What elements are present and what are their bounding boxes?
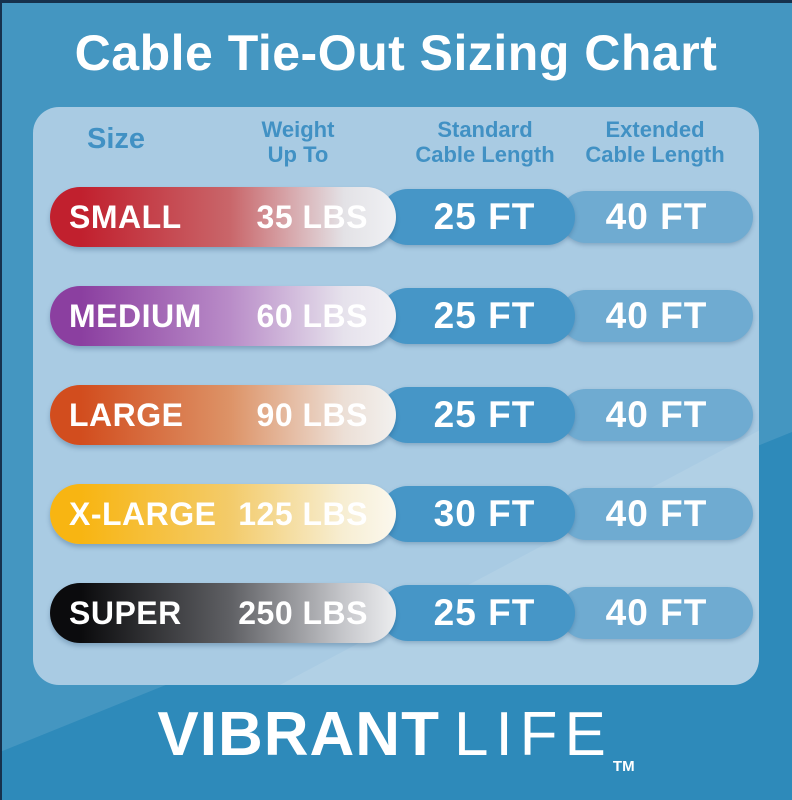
brand-word-vibrant: VIBRANT: [157, 700, 440, 769]
size-label: MEDIUM: [69, 297, 202, 334]
table-row-x-large: 40 FT 30 FT X-LARGE 125 LBS: [0, 484, 792, 544]
table-row-super: 40 FT 25 FT SUPER 250 LBS: [0, 583, 792, 643]
extended-length-pill: 40 FT: [560, 488, 753, 540]
size-label: SMALL: [69, 198, 182, 235]
weight-value: 35 LBS: [256, 198, 368, 235]
column-header-standard-line2: Cable Length: [415, 142, 555, 167]
size-label: LARGE: [69, 396, 184, 433]
table-row-large: 40 FT 25 FT LARGE 90 LBS: [0, 385, 792, 445]
extended-length-pill: 40 FT: [560, 389, 753, 441]
weight-value: 250 LBS: [238, 594, 368, 631]
size-weight-pill: SMALL 35 LBS: [50, 187, 396, 247]
standard-length-pill: 25 FT: [380, 288, 575, 344]
table-row-medium: 40 FT 25 FT MEDIUM 60 LBS: [0, 286, 792, 346]
standard-length-pill: 25 FT: [380, 189, 575, 245]
size-weight-pill: SUPER 250 LBS: [50, 583, 396, 643]
standard-length-pill: 25 FT: [380, 387, 575, 443]
column-header-standard-line1: Standard: [437, 117, 533, 142]
size-weight-pill: LARGE 90 LBS: [50, 385, 396, 445]
page-title: Cable Tie-Out Sizing Chart: [74, 25, 718, 81]
weight-value: 90 LBS: [256, 396, 368, 433]
top-border: [0, 0, 792, 3]
trademark-symbol: TM: [612, 758, 635, 775]
column-header-extended: Extended Cable Length: [565, 117, 745, 167]
column-header-standard: Standard Cable Length: [395, 117, 575, 167]
extended-length-pill: 40 FT: [560, 191, 753, 243]
brand-logo: VIBRANT LIFETM: [0, 700, 792, 786]
table-row-small: 40 FT 25 FT SMALL 35 LBS: [0, 187, 792, 247]
extended-length-pill: 40 FT: [560, 587, 753, 639]
standard-length-pill: 30 FT: [380, 486, 575, 542]
weight-value: 60 LBS: [256, 297, 368, 334]
size-weight-pill: MEDIUM 60 LBS: [50, 286, 396, 346]
size-label: SUPER: [69, 594, 182, 631]
left-border: [0, 0, 2, 800]
weight-value: 125 LBS: [238, 495, 368, 532]
column-header-extended-line1: Extended: [605, 117, 705, 142]
column-header-extended-line2: Cable Length: [585, 142, 725, 167]
extended-length-pill: 40 FT: [560, 290, 753, 342]
standard-length-pill: 25 FT: [380, 585, 575, 641]
size-label: X-LARGE: [69, 495, 217, 532]
brand-word-life: LIFE: [453, 700, 613, 769]
column-header-weight-line2: Up To: [267, 142, 329, 167]
column-header-weight: Weight Up To: [218, 117, 378, 167]
column-header-weight-line1: Weight: [261, 117, 335, 142]
column-header-size: Size: [86, 123, 146, 155]
size-weight-pill: X-LARGE 125 LBS: [50, 484, 396, 544]
